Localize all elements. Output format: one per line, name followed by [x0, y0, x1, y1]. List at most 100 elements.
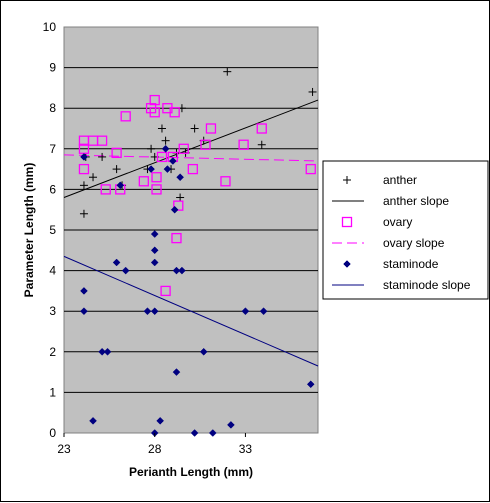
anther-slope-line [63, 99, 319, 198]
y-tick-label: 6 [49, 182, 56, 196]
staminode-point [143, 307, 152, 316]
x-axis-title: Perianth Length (mm) [129, 465, 253, 479]
staminode-point [112, 258, 121, 267]
y-tick-label: 10 [43, 20, 57, 34]
ovary-point [341, 216, 353, 228]
ovary-slope-legend-label: ovary slope [383, 236, 445, 250]
anther-point [176, 193, 185, 202]
ovary-slope-line [63, 154, 319, 162]
anther-point [112, 165, 121, 174]
y-tick-label: 8 [49, 101, 56, 115]
anther-point [190, 124, 199, 133]
ovary-point [171, 232, 182, 244]
anther-point [308, 87, 317, 96]
ovary-point [149, 107, 160, 118]
anther-slope-legend-label: anther slope [383, 194, 449, 208]
x-tick-labels: 23 28 33 [57, 433, 252, 456]
staminode-point [80, 287, 88, 295]
anther-point [157, 124, 166, 133]
anther-point [343, 176, 351, 184]
staminode-point [156, 416, 165, 425]
staminode-point [178, 266, 186, 275]
ovary-point [96, 135, 108, 146]
staminode-point [80, 153, 88, 161]
y-tick-label: 5 [49, 223, 56, 237]
staminode-slope-line [63, 255, 319, 367]
staminode-point [150, 307, 159, 316]
staminode-legend-symbol [343, 260, 351, 268]
ovary-point [238, 139, 249, 150]
staminode-point [227, 421, 235, 429]
legend-box [322, 160, 489, 300]
y-tick-label: 3 [49, 304, 56, 318]
ovary-point [100, 184, 111, 195]
y-tick-label: 4 [49, 264, 56, 278]
staminode-legend-label: staminode [383, 257, 439, 271]
staminode-point [169, 157, 177, 165]
staminode-point [103, 347, 112, 356]
staminode-point [121, 266, 130, 275]
staminode-point [150, 230, 159, 238]
y-tick-labels: 0 1 2 3 4 5 6 7 8 9 10 [43, 20, 57, 440]
staminode-point [147, 165, 155, 173]
ovary-point [178, 143, 189, 154]
ovary-point [173, 200, 184, 211]
staminode-point [150, 246, 159, 255]
y-tick-label: 9 [49, 61, 56, 75]
staminode-point [306, 380, 315, 389]
staminode-point [172, 368, 181, 376]
anther-legend-symbol [343, 176, 351, 184]
staminode-point [241, 307, 250, 316]
staminode-point [176, 173, 184, 182]
ovary-point [205, 123, 217, 134]
ovary-point [151, 184, 162, 195]
anther-point [79, 181, 88, 190]
anther-point [223, 67, 232, 76]
data-points [78, 67, 317, 437]
staminode-point [343, 260, 351, 268]
staminode-point [150, 258, 159, 267]
staminode-point [172, 266, 181, 275]
ovary-point [120, 111, 131, 122]
y-tick-label: 7 [49, 142, 56, 156]
y-tick-label: 2 [49, 345, 56, 359]
anther-point [79, 209, 88, 218]
ovary-point [111, 147, 122, 159]
ovary-point [220, 176, 231, 187]
ovary-point [256, 123, 267, 134]
ovary-legend-label: ovary [383, 215, 412, 229]
staminode-point [98, 347, 106, 356]
anther-legend-label: anther [383, 173, 417, 187]
staminode-point [199, 347, 208, 356]
staminode-point [259, 307, 268, 316]
ovary-point [138, 176, 149, 187]
staminode-point [190, 429, 199, 437]
anther-point [89, 173, 98, 182]
staminode-point [161, 144, 170, 153]
y-axis-title: Parameter Length (mm) [22, 163, 36, 298]
x-tick-label: 33 [239, 442, 253, 456]
staminode-point [208, 429, 217, 437]
staminode-point [80, 307, 88, 316]
anther-point [161, 136, 170, 145]
staminode-point [116, 181, 125, 190]
ovary-point [151, 172, 162, 183]
ovary-point [169, 107, 180, 118]
staminode-point [170, 205, 179, 214]
ovary-legend-symbol [341, 216, 353, 228]
ovary-point [187, 163, 198, 175]
ovary-point [160, 285, 171, 297]
x-tick-label: 28 [148, 442, 162, 456]
ovary-point [149, 94, 160, 106]
staminode-point [89, 416, 97, 425]
anther-point [147, 144, 156, 153]
legend: anther anther slope ovary ovary slope stamin… [322, 160, 489, 300]
trend-lines [63, 99, 319, 367]
staminode-slope-legend-label: staminode slope [383, 278, 471, 292]
y-tick-label: 1 [49, 385, 56, 399]
anther-point [257, 140, 266, 149]
ovary-point [156, 151, 168, 163]
ovary-point [200, 139, 211, 150]
